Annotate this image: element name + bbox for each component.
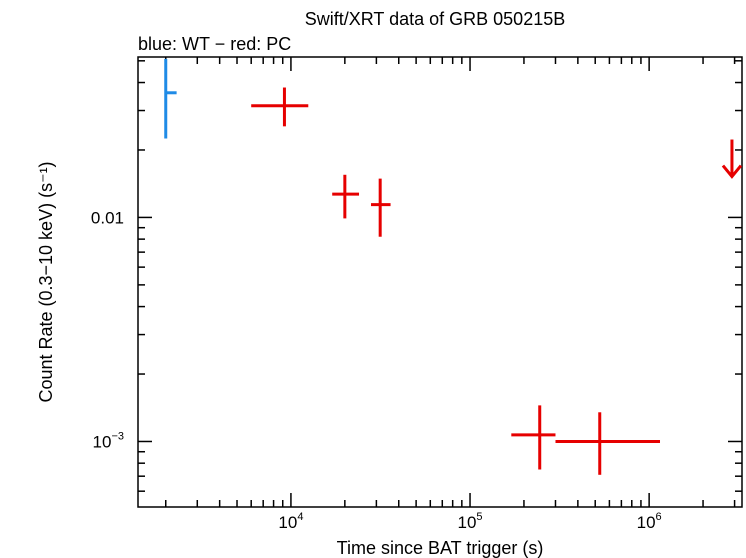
y-tick-label: 0.01 [91, 208, 124, 227]
data-point [371, 178, 391, 237]
x-tick-label: 105 [458, 511, 483, 532]
tick-labels: 104 105 106 0.01 10−3 [91, 208, 662, 532]
data-point [164, 58, 177, 139]
series-wt [164, 58, 177, 139]
y-axis-label: Count Rate (0.3−10 keV) (s⁻¹) [36, 161, 56, 402]
data-point [555, 412, 661, 475]
upper-limit-arrow [721, 139, 743, 179]
chart-subtitle: blue: WT − red: PC [138, 34, 291, 54]
upper-limit-head [721, 164, 743, 179]
data-point [511, 405, 556, 470]
x-tick-label: 106 [637, 511, 662, 532]
x-tick-label: 104 [278, 511, 303, 532]
data-marks [164, 58, 743, 475]
chart-title: Swift/XRT data of GRB 050215B [305, 9, 565, 29]
axis-ticks [138, 57, 742, 507]
y-tick-label: 10−3 [93, 430, 124, 451]
plot-frame [137, 56, 743, 508]
data-point [251, 87, 309, 127]
x-axis-label: Time since BAT trigger (s) [337, 538, 544, 558]
data-point [332, 174, 360, 219]
series-pc [251, 87, 743, 475]
